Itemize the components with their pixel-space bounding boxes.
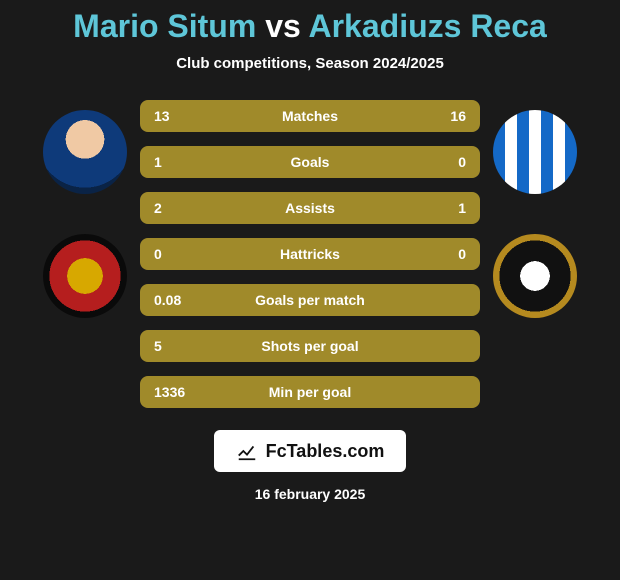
right-column xyxy=(480,100,590,408)
stat-row: 1 Goals 0 xyxy=(140,146,480,178)
stat-right-value: 16 xyxy=(386,108,466,124)
stat-label: Shots per goal xyxy=(234,338,386,354)
versus-word: vs xyxy=(265,8,301,44)
stat-label: Hattricks xyxy=(234,246,386,262)
stat-left-value: 5 xyxy=(154,338,234,354)
stat-row: 1336 Min per goal xyxy=(140,376,480,408)
stat-right-value: 0 xyxy=(386,154,466,170)
player1-club-crest xyxy=(43,234,127,318)
player1-avatar xyxy=(43,110,127,194)
stat-left-value: 1336 xyxy=(154,384,234,400)
subtitle: Club competitions, Season 2024/2025 xyxy=(176,55,444,72)
stat-label: Min per goal xyxy=(234,384,386,400)
stat-row: 5 Shots per goal xyxy=(140,330,480,362)
date-label: 16 february 2025 xyxy=(255,486,366,502)
player1-name: Mario Situm xyxy=(73,8,256,44)
stat-left-value: 2 xyxy=(154,200,234,216)
page-title: Mario Situm vs Arkadiuzs Reca xyxy=(73,8,547,45)
stat-rows: 13 Matches 16 1 Goals 0 2 Assists 1 0 Ha… xyxy=(140,100,480,408)
source-label: FcTables.com xyxy=(266,441,385,462)
player2-club-crest xyxy=(493,234,577,318)
comparison-panel: 13 Matches 16 1 Goals 0 2 Assists 1 0 Ha… xyxy=(0,100,620,408)
chart-icon xyxy=(236,440,258,462)
stat-row: 0.08 Goals per match xyxy=(140,284,480,316)
player2-name: Arkadiuzs Reca xyxy=(308,8,546,44)
left-column xyxy=(30,100,140,408)
stat-left-value: 0.08 xyxy=(154,292,234,308)
player2-avatar xyxy=(493,110,577,194)
stat-label: Assists xyxy=(234,200,386,216)
stat-row: 2 Assists 1 xyxy=(140,192,480,224)
stat-label: Goals per match xyxy=(234,292,386,308)
stat-label: Goals xyxy=(234,154,386,170)
stat-left-value: 0 xyxy=(154,246,234,262)
stat-right-value: 0 xyxy=(386,246,466,262)
stat-left-value: 13 xyxy=(154,108,234,124)
stat-right-value: 1 xyxy=(386,200,466,216)
source-badge: FcTables.com xyxy=(214,430,407,472)
stat-row: 13 Matches 16 xyxy=(140,100,480,132)
stat-left-value: 1 xyxy=(154,154,234,170)
stat-label: Matches xyxy=(234,108,386,124)
stat-row: 0 Hattricks 0 xyxy=(140,238,480,270)
